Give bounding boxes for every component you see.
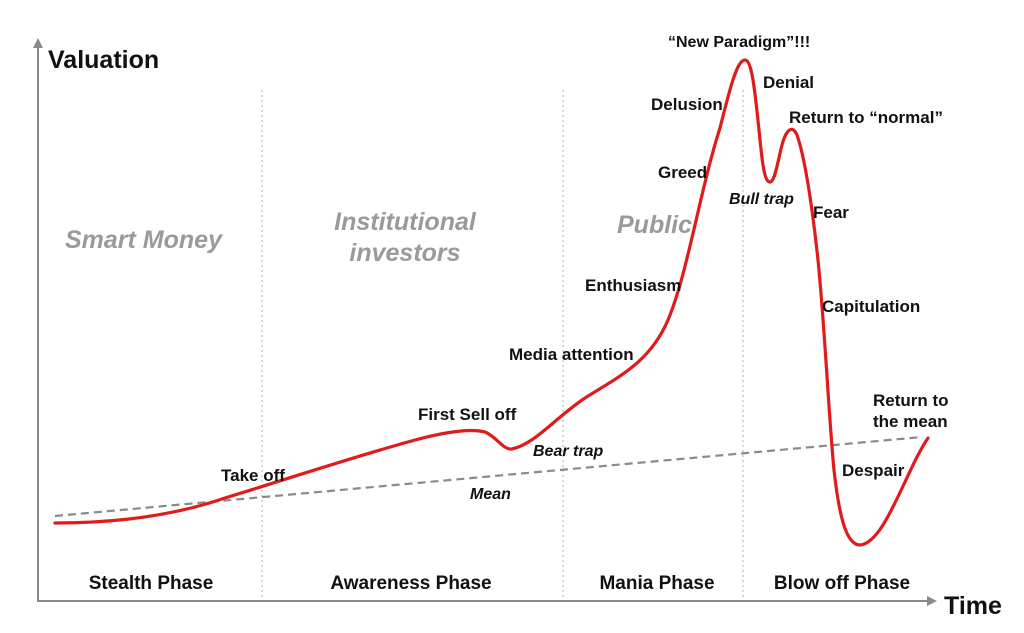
crowd-institutional-line1: Institutional	[334, 208, 476, 236]
crowd-smart-money-line1: Smart Money	[65, 226, 222, 254]
label-take-off: Take off	[221, 466, 285, 485]
y-axis-title: Valuation	[48, 46, 160, 74]
label-return-to-the-mean: Return to the mean	[873, 390, 949, 433]
bubble-curve	[53, 58, 930, 547]
crowd-institutional-investors: Institutional investors	[334, 207, 476, 268]
crowd-public-line1: Public	[617, 211, 693, 239]
x-axis-title: Time	[944, 592, 1002, 620]
crowd-smart-money: Smart Money	[65, 225, 222, 256]
label-fear: Fear	[813, 203, 849, 222]
phase-stealth: Stealth Phase	[88, 573, 214, 594]
label-return-to-the-mean-line2: the mean	[873, 412, 948, 432]
label-delusion: Delusion	[651, 95, 723, 114]
label-return-to-the-mean-line1: Return to	[873, 391, 949, 410]
label-return-to-normal: Return to “normal”	[789, 108, 943, 127]
label-new-paradigm: “New Paradigm”!!!	[668, 34, 811, 51]
label-bull-trap: Bull trap	[729, 191, 794, 208]
label-despair: Despair	[842, 461, 905, 480]
label-capitulation: Capitulation	[822, 297, 921, 316]
label-bear-trap: Bear trap	[533, 443, 604, 460]
phase-mania: Mania Phase	[599, 573, 715, 594]
crowd-public: Public	[617, 210, 692, 241]
label-first-sell-off: First Sell off	[418, 405, 517, 424]
phase-awareness: Awareness Phase	[330, 573, 492, 594]
label-denial: Denial	[763, 73, 815, 92]
label-mean: Mean	[470, 486, 511, 503]
label-enthusiasm: Enthusiasm	[585, 276, 682, 295]
mean-line	[54, 435, 923, 518]
crowd-institutional-line2: investors	[349, 238, 461, 267]
label-greed: Greed	[658, 163, 708, 182]
label-media-attention: Media attention	[509, 345, 634, 364]
phase-blow-off: Blow off Phase	[773, 573, 911, 594]
